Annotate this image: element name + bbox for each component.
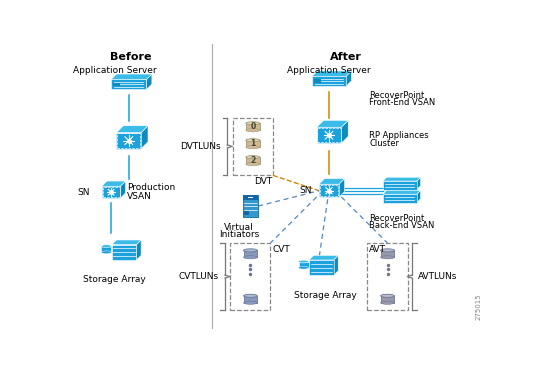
Text: 275015: 275015 xyxy=(475,293,481,320)
Polygon shape xyxy=(147,74,152,90)
Ellipse shape xyxy=(381,249,395,252)
Polygon shape xyxy=(316,127,341,143)
FancyBboxPatch shape xyxy=(314,80,321,83)
Text: Virtual: Virtual xyxy=(224,223,254,232)
Text: Front-End VSAN: Front-End VSAN xyxy=(369,98,436,107)
Text: AVTLUNs: AVTLUNs xyxy=(418,272,458,281)
Text: RecoverPoint: RecoverPoint xyxy=(369,91,424,100)
Text: 0: 0 xyxy=(250,122,255,131)
Text: SN: SN xyxy=(300,186,312,195)
Text: 2: 2 xyxy=(250,156,255,165)
Polygon shape xyxy=(120,181,126,198)
Polygon shape xyxy=(339,179,344,197)
Text: Before: Before xyxy=(109,52,151,62)
Text: Storage Array: Storage Array xyxy=(82,275,146,285)
Ellipse shape xyxy=(246,129,260,132)
Text: CVTLUNs: CVTLUNs xyxy=(179,272,219,281)
Ellipse shape xyxy=(381,301,395,304)
Text: After: After xyxy=(330,52,362,62)
FancyBboxPatch shape xyxy=(246,140,260,147)
FancyBboxPatch shape xyxy=(312,76,346,86)
Ellipse shape xyxy=(246,122,260,125)
Polygon shape xyxy=(341,120,348,143)
FancyBboxPatch shape xyxy=(243,195,258,217)
Text: Production: Production xyxy=(127,183,176,192)
Polygon shape xyxy=(102,186,120,198)
FancyBboxPatch shape xyxy=(244,296,257,303)
Polygon shape xyxy=(319,179,344,184)
Polygon shape xyxy=(309,255,338,260)
Text: Back-End VSAN: Back-End VSAN xyxy=(369,222,434,231)
Text: 1: 1 xyxy=(250,139,255,148)
Ellipse shape xyxy=(299,266,308,269)
Polygon shape xyxy=(319,184,339,197)
Ellipse shape xyxy=(299,260,308,263)
Polygon shape xyxy=(102,181,126,186)
Ellipse shape xyxy=(244,301,257,304)
Text: DVTLUNs: DVTLUNs xyxy=(181,142,221,151)
FancyBboxPatch shape xyxy=(383,194,417,203)
Polygon shape xyxy=(334,255,338,275)
Ellipse shape xyxy=(246,146,260,149)
Ellipse shape xyxy=(246,162,260,166)
FancyBboxPatch shape xyxy=(309,260,334,275)
Polygon shape xyxy=(112,240,141,245)
FancyBboxPatch shape xyxy=(381,296,395,303)
Text: Application Server: Application Server xyxy=(73,66,156,75)
Ellipse shape xyxy=(246,156,260,159)
FancyBboxPatch shape xyxy=(381,250,395,257)
Text: RP Appliances: RP Appliances xyxy=(369,131,429,140)
Ellipse shape xyxy=(101,245,112,248)
Text: CVT: CVT xyxy=(272,245,290,253)
Ellipse shape xyxy=(246,139,260,142)
Text: SN: SN xyxy=(78,188,91,197)
Polygon shape xyxy=(116,132,141,149)
Polygon shape xyxy=(111,74,152,80)
Ellipse shape xyxy=(244,256,257,259)
Text: Cluster: Cluster xyxy=(369,139,399,148)
Polygon shape xyxy=(383,177,420,181)
Text: Application Server: Application Server xyxy=(287,66,370,75)
Ellipse shape xyxy=(244,249,257,252)
Text: RecoverPoint: RecoverPoint xyxy=(369,214,424,223)
Polygon shape xyxy=(136,240,141,260)
Polygon shape xyxy=(417,190,420,203)
FancyBboxPatch shape xyxy=(246,157,260,164)
Polygon shape xyxy=(141,126,148,149)
FancyBboxPatch shape xyxy=(383,181,417,189)
FancyBboxPatch shape xyxy=(243,195,258,200)
Polygon shape xyxy=(417,177,420,189)
Text: AVT: AVT xyxy=(369,245,386,253)
Polygon shape xyxy=(312,71,351,76)
Text: DVT: DVT xyxy=(254,177,273,186)
FancyBboxPatch shape xyxy=(246,123,260,130)
FancyBboxPatch shape xyxy=(113,83,120,86)
FancyBboxPatch shape xyxy=(112,245,136,260)
Ellipse shape xyxy=(244,294,257,297)
Polygon shape xyxy=(116,126,148,132)
FancyBboxPatch shape xyxy=(111,80,147,90)
Ellipse shape xyxy=(381,294,395,297)
Ellipse shape xyxy=(101,251,112,254)
Text: VSAN: VSAN xyxy=(127,192,152,201)
Polygon shape xyxy=(383,190,420,194)
Polygon shape xyxy=(346,71,351,86)
FancyBboxPatch shape xyxy=(244,250,257,257)
FancyBboxPatch shape xyxy=(101,246,112,252)
Text: Storage Array: Storage Array xyxy=(294,291,357,300)
FancyBboxPatch shape xyxy=(248,197,253,198)
Text: Initiators: Initiators xyxy=(219,230,259,239)
Ellipse shape xyxy=(381,256,395,259)
FancyBboxPatch shape xyxy=(299,262,308,268)
Polygon shape xyxy=(316,120,348,127)
FancyBboxPatch shape xyxy=(244,211,249,215)
